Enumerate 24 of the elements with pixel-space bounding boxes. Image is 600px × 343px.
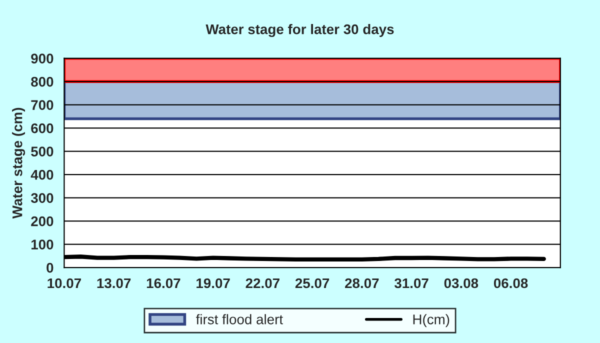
- x-tick-label: 28.07: [345, 278, 379, 288]
- legend-label: first flood alert: [196, 314, 283, 324]
- legend-label: H(cm): [413, 314, 450, 328]
- x-tick-label: 25.07: [295, 278, 330, 288]
- y-tick-label: 400: [30, 170, 54, 180]
- x-tick-label: 06.08: [494, 278, 528, 288]
- y-tick-label: 700: [31, 100, 54, 110]
- y-tick-label: 200: [31, 216, 54, 226]
- y-tick-label: 900: [31, 54, 54, 64]
- y-tick-label: 300: [30, 193, 54, 203]
- x-tick-label: 31.07: [394, 278, 428, 288]
- y-tick-label: 0: [46, 262, 54, 273]
- x-tick-label: 22.07: [246, 278, 280, 288]
- y-axis-title: Water stage (cm): [12, 108, 26, 219]
- x-tick-label: 19.07: [196, 278, 230, 288]
- y-tick-label: 100: [31, 240, 54, 250]
- x-tick-label: 03.08: [444, 278, 478, 288]
- chart-title: Water stage for later 30 days: [206, 24, 394, 38]
- y-tick-label: 500: [31, 146, 54, 156]
- x-tick-label: 16.07: [146, 278, 180, 288]
- y-tick-label: 800: [31, 76, 54, 87]
- x-tick-label: 13.07: [97, 278, 131, 288]
- x-tick-label: 10.07: [48, 278, 81, 288]
- y-tick-label: 600: [31, 123, 54, 134]
